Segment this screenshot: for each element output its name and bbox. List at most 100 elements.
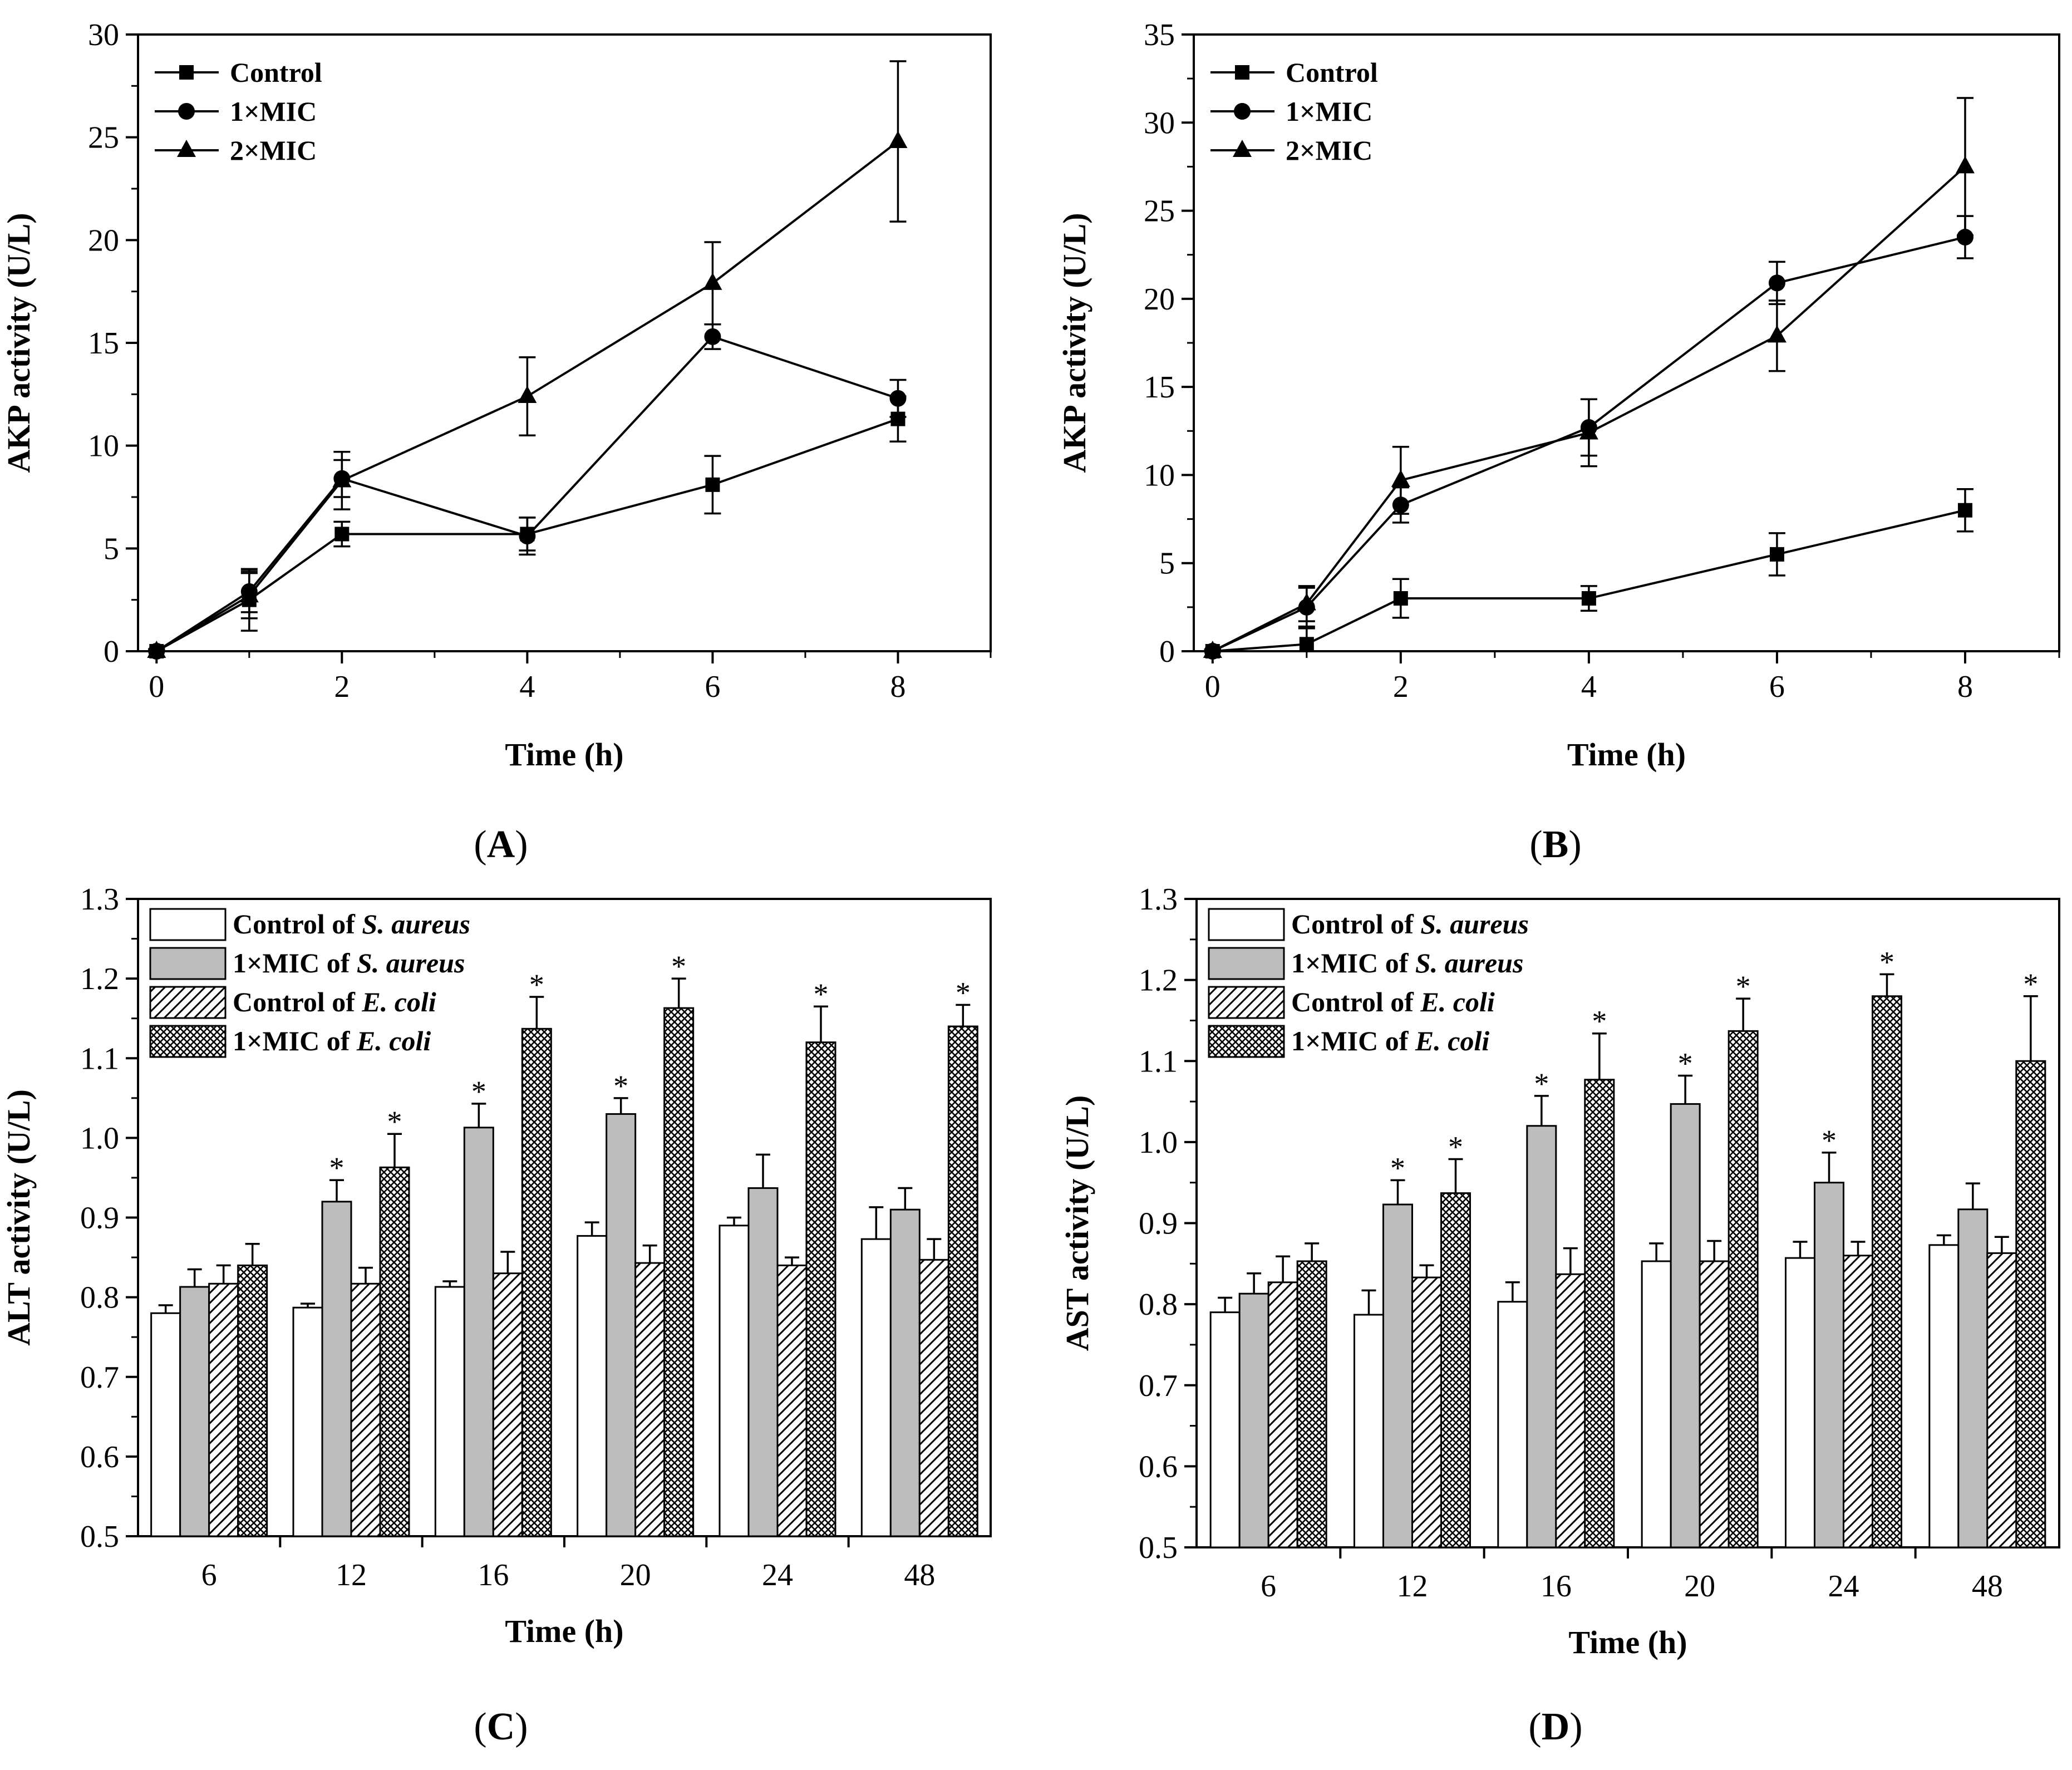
bar — [1670, 1103, 1701, 1548]
legend-swatch — [149, 1025, 227, 1058]
data-point — [519, 528, 536, 545]
y-tick-label: 15 — [1144, 370, 1175, 405]
y-tick-label: 1.3 — [80, 882, 119, 917]
data-point — [1767, 325, 1786, 343]
data-point — [1956, 229, 1973, 246]
series-0 — [1204, 488, 1973, 658]
y-tick-label: 1.0 — [1139, 1125, 1178, 1160]
bar — [1555, 1273, 1586, 1548]
y-tick-label: 0.5 — [1139, 1531, 1178, 1565]
legend-marker — [1235, 65, 1249, 80]
data-point — [704, 328, 721, 345]
x-tick-label: 24 — [1828, 1569, 1859, 1604]
bar — [237, 1264, 268, 1537]
y-tick-label: 0.7 — [80, 1360, 119, 1395]
bar — [634, 1262, 666, 1537]
data-point — [1957, 503, 1972, 518]
significance-marker: * — [1448, 1130, 1463, 1163]
y-tick-label: 0.6 — [1139, 1449, 1178, 1484]
legend-marker — [178, 103, 195, 120]
y-tick-label: 0.9 — [1139, 1207, 1178, 1241]
bar — [606, 1113, 637, 1537]
significance-marker: * — [671, 950, 686, 983]
x-tick-label: 48 — [1972, 1569, 2003, 1604]
legend-swatch — [1208, 1025, 1285, 1058]
y-axis-title: AKP activity (U/L) — [1056, 213, 1092, 473]
significance-marker: * — [1678, 1046, 1693, 1080]
legend-marker — [179, 65, 194, 80]
bar — [1238, 1292, 1269, 1548]
significance-marker: * — [956, 976, 971, 1009]
y-tick-label: 0.8 — [80, 1281, 119, 1315]
bar — [1814, 1182, 1844, 1548]
data-point — [1297, 593, 1316, 611]
y-tick-label: 30 — [1144, 106, 1175, 140]
legend-label: 2×MIC — [1286, 135, 1372, 166]
bar — [1354, 1314, 1384, 1548]
x-axis-title: Time (h) — [1568, 1624, 1687, 1660]
legend-label: 2×MIC — [230, 135, 317, 166]
panel-D: 0.5 0.6 0.7 0.8 0.9 1.0 1.1 1.2 1.3 Time (h) AST a… — [1059, 882, 2060, 1748]
bar — [463, 1127, 494, 1537]
significance-marker: * — [1534, 1067, 1549, 1100]
significance-marker: * — [1390, 1151, 1405, 1184]
significance-marker: * — [1592, 1005, 1607, 1038]
bar — [1785, 1257, 1815, 1548]
bar — [1497, 1301, 1528, 1548]
y-tick-label: 25 — [88, 121, 119, 155]
x-tick-label: 2 — [1393, 670, 1409, 704]
bar — [577, 1235, 608, 1537]
series-line — [156, 335, 899, 652]
series-line — [156, 140, 899, 652]
data-point — [1203, 641, 1222, 658]
bar — [718, 1225, 750, 1537]
legend-swatch — [149, 908, 227, 941]
legend: Control 1×MIC 2×MIC — [1210, 57, 1378, 166]
bar — [663, 1007, 695, 1537]
legend-marker — [1234, 103, 1251, 120]
panel-label: (A) — [474, 823, 528, 866]
series-line — [1212, 236, 1966, 652]
data-point — [1955, 156, 1975, 174]
legend-label: Control of S. aureus — [1291, 908, 1529, 940]
plot-frame — [1193, 33, 2060, 652]
bar — [1526, 1125, 1557, 1548]
x-tick-label: 8 — [1957, 670, 1973, 704]
legend-label: Control of E. coli — [1291, 986, 1495, 1017]
x-tick-label: 16 — [478, 1558, 509, 1592]
bar — [1872, 995, 1902, 1548]
data-point — [1579, 422, 1598, 440]
y-tick-label: 0 — [1159, 635, 1175, 669]
y-tick-label: 20 — [1144, 282, 1175, 317]
y-axis-title: ALT activity (U/L) — [1, 1089, 37, 1346]
series-line — [1212, 509, 1966, 652]
data-point — [1769, 547, 1784, 562]
data-point — [332, 470, 352, 488]
y-tick-label: 0.8 — [1139, 1287, 1178, 1322]
x-tick-label: 0 — [149, 670, 164, 704]
bar — [1209, 1311, 1241, 1548]
bar — [1267, 1281, 1298, 1548]
data-point — [1391, 469, 1410, 487]
legend-swatch — [1208, 947, 1285, 980]
significance-marker: * — [1822, 1124, 1837, 1157]
data-point — [334, 527, 350, 542]
data-point — [239, 585, 259, 603]
data-point — [1581, 591, 1596, 606]
bar — [1957, 1208, 1989, 1548]
x-axis-title: Time (h) — [505, 1613, 623, 1649]
data-point — [1393, 591, 1408, 606]
data-point — [518, 386, 537, 404]
y-tick-label: 1.3 — [1139, 882, 1178, 917]
legend-swatch — [149, 947, 227, 980]
series-2 — [147, 60, 908, 658]
bar — [918, 1258, 949, 1537]
significance-marker: * — [1879, 945, 1894, 979]
panel-C: 0.5 0.6 0.7 0.8 0.9 1.0 1.1 1.2 1.3 Time (h) ALT a… — [1, 882, 992, 1748]
plot-frame — [137, 33, 992, 652]
bar — [521, 1027, 552, 1537]
x-tick-label: 6 — [705, 670, 720, 704]
legend-swatch — [1208, 986, 1285, 1019]
bar — [1928, 1244, 1960, 1548]
